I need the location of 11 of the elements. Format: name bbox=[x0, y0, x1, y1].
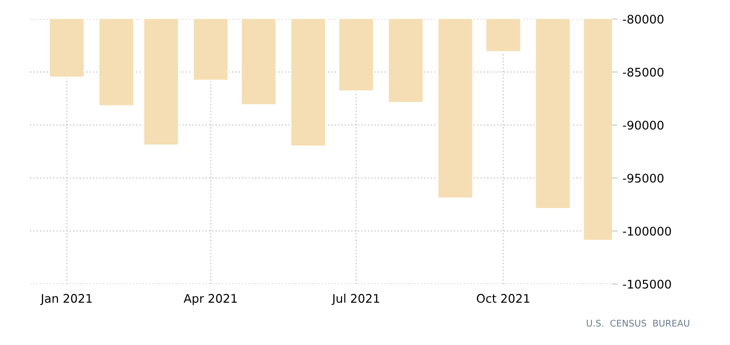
text: U.S. CENSUS BUREAU bbox=[586, 320, 690, 327]
y-tick-label: -80000 bbox=[622, 14, 664, 24]
y-tick-label: -100000 bbox=[622, 226, 671, 236]
x-tick-label: Jan 2021 bbox=[40, 294, 92, 306]
y-tick-label: -95000 bbox=[622, 174, 664, 183]
y-tick-label: -105000 bbox=[622, 280, 671, 289]
x-tick-label: Oct 2021 bbox=[476, 294, 530, 303]
x-tick-label: Apr 2021 bbox=[184, 294, 237, 306]
y-tick-label: -90000 bbox=[622, 120, 664, 130]
x-tick-label: Jul 2021 bbox=[332, 294, 380, 306]
y-tick-label: -85000 bbox=[622, 68, 664, 77]
